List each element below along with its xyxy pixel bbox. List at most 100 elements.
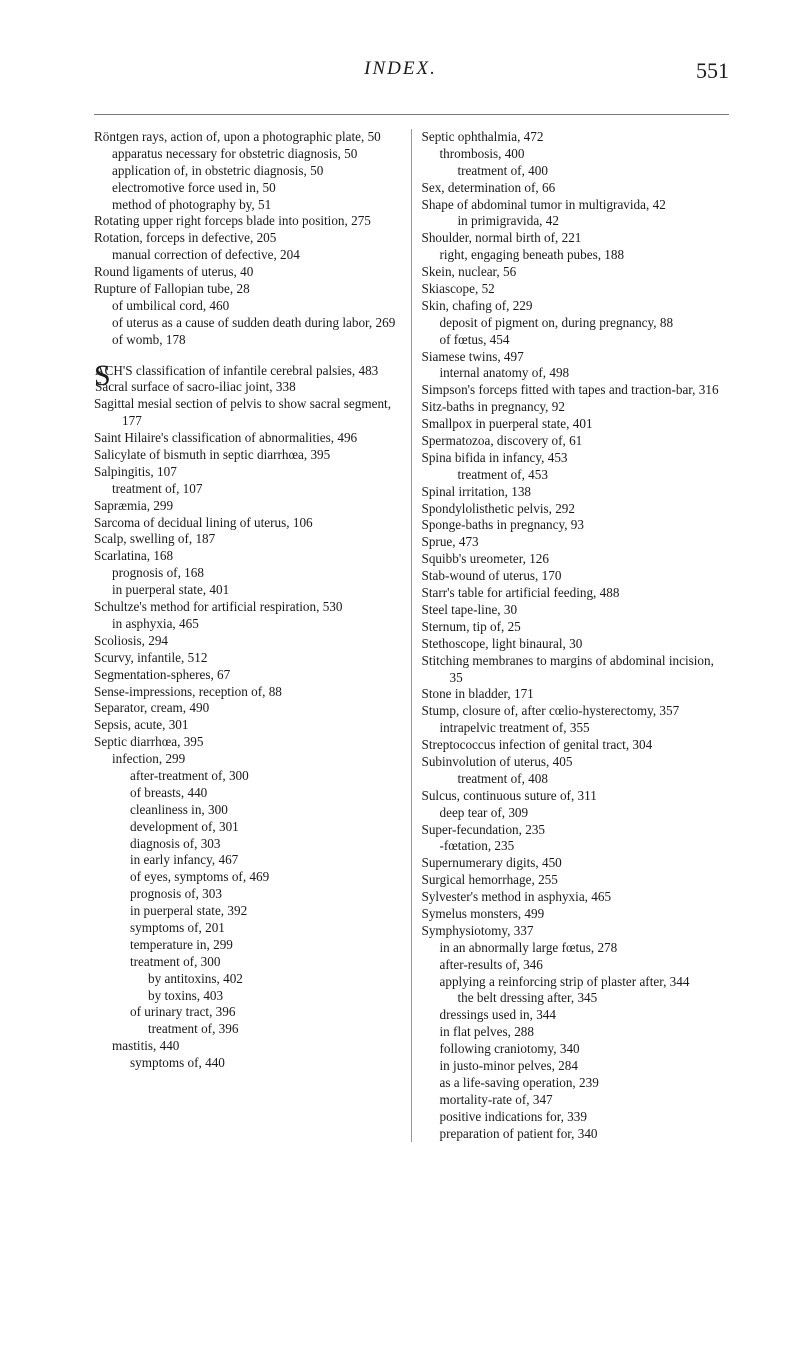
index-entry: Salicylate of bismuth in septic diarrhœa… bbox=[94, 447, 401, 464]
index-entry: Sepsis, acute, 301 bbox=[94, 717, 401, 734]
index-entry: Simpson's forceps fitted with tapes and … bbox=[422, 382, 730, 399]
index-subentry: by antitoxins, 402 bbox=[94, 971, 401, 988]
index-subentry: in early infancy, 467 bbox=[94, 852, 401, 869]
index-subentry: the belt dressing after, 345 bbox=[422, 990, 730, 1007]
index-subentry: after-results of, 346 bbox=[422, 957, 730, 974]
index-subentry: apparatus necessary for obstetric diagno… bbox=[94, 146, 401, 163]
index-subentry: applying a reinforcing strip of plaster … bbox=[422, 974, 730, 991]
index-subentry: positive indications for, 339 bbox=[422, 1109, 730, 1126]
index-entry: Skein, nuclear, 56 bbox=[422, 264, 730, 281]
index-entry: Symelus monsters, 499 bbox=[422, 906, 730, 923]
index-entry: Siamese twins, 497 bbox=[422, 349, 730, 366]
index-subentry: in flat pelves, 288 bbox=[422, 1024, 730, 1041]
index-subentry: dressings used in, 344 bbox=[422, 1007, 730, 1024]
index-entry: Scarlatina, 168 bbox=[94, 548, 401, 565]
index-entry: Schultze's method for artificial respira… bbox=[94, 599, 401, 616]
header-title: INDEX. bbox=[364, 58, 437, 80]
index-entry: Sense-impressions, reception of, 88 bbox=[94, 684, 401, 701]
index-subentry: manual correction of defective, 204 bbox=[94, 247, 401, 264]
index-subentry: in puerperal state, 392 bbox=[94, 903, 401, 920]
index-subentry: thrombosis, 400 bbox=[422, 146, 730, 163]
index-subentry: deep tear of, 309 bbox=[422, 805, 730, 822]
index-entry: Shape of abdominal tumor in multigravida… bbox=[422, 197, 730, 214]
index-subentry: in justo-minor pelves, 284 bbox=[422, 1058, 730, 1075]
index-subentry: treatment of, 107 bbox=[94, 481, 401, 498]
index-subentry: mastitis, 440 bbox=[94, 1038, 401, 1055]
index-entry: Stab-wound of uterus, 170 bbox=[422, 568, 730, 585]
index-subentry: preparation of patient for, 340 bbox=[422, 1126, 730, 1143]
page: INDEX. 551 Röntgen rays, action of, upon… bbox=[0, 0, 801, 1358]
index-subentry: diagnosis of, 303 bbox=[94, 836, 401, 853]
index-entry: Sagittal mesial section of pelvis to sho… bbox=[94, 396, 401, 430]
index-entry: Scurvy, infantile, 512 bbox=[94, 650, 401, 667]
index-entry: Septic ophthalmia, 472 bbox=[422, 129, 730, 146]
index-subentry: method of photography by, 51 bbox=[94, 197, 401, 214]
index-entry: Sex, determination of, 66 bbox=[422, 180, 730, 197]
index-entry: Septic diarrhœa, 395 bbox=[94, 734, 401, 751]
index-subentry: prognosis of, 303 bbox=[94, 886, 401, 903]
index-subentry: in an abnormally large fœtus, 278 bbox=[422, 940, 730, 957]
index-subentry: as a life-saving operation, 239 bbox=[422, 1075, 730, 1092]
header-rule bbox=[94, 114, 729, 115]
index-subentry: prognosis of, 168 bbox=[94, 565, 401, 582]
index-subentry: treatment of, 400 bbox=[422, 163, 730, 180]
index-subentry: temperature in, 299 bbox=[94, 937, 401, 954]
index-subentry: of fœtus, 454 bbox=[422, 332, 730, 349]
index-entry: Scoliosis, 294 bbox=[94, 633, 401, 650]
index-entry: Spina bifida in infancy, 453 bbox=[422, 450, 730, 467]
index-entry: Saint Hilaire's classification of abnorm… bbox=[94, 430, 401, 447]
index-subentry: of eyes, symptoms of, 469 bbox=[94, 869, 401, 886]
index-subentry: treatment of, 300 bbox=[94, 954, 401, 971]
index-entry: Stitching membranes to margins of abdomi… bbox=[422, 653, 730, 687]
index-entry: Separator, cream, 490 bbox=[94, 700, 401, 717]
index-entry: Stethoscope, light binaural, 30 bbox=[422, 636, 730, 653]
index-entry: Rupture of Fallopian tube, 28 bbox=[94, 281, 401, 298]
index-entry: Sapræmia, 299 bbox=[94, 498, 401, 515]
index-subentry: intrapelvic treatment of, 355 bbox=[422, 720, 730, 737]
index-entry: Surgical hemorrhage, 255 bbox=[422, 872, 730, 889]
index-subentry: in puerperal state, 401 bbox=[94, 582, 401, 599]
index-entry: Starr's table for artificial feeding, 48… bbox=[422, 585, 730, 602]
index-entry: Stump, closure of, after cœlio-hysterect… bbox=[422, 703, 730, 720]
index-entry: Stone in bladder, 171 bbox=[422, 686, 730, 703]
index-entry-text: ACH'S classification of infantile cerebr… bbox=[95, 363, 378, 378]
right-column: Septic ophthalmia, 472 thrombosis, 400 t… bbox=[412, 129, 730, 1142]
index-entry: Spinal irritation, 138 bbox=[422, 484, 730, 501]
index-entry: Rotation, forceps in defective, 205 bbox=[94, 230, 401, 247]
index-subentry: in asphyxia, 465 bbox=[94, 616, 401, 633]
index-entry: Segmentation-spheres, 67 bbox=[94, 667, 401, 684]
index-entry: Rotating upper right forceps blade into … bbox=[94, 213, 401, 230]
index-entry: Sulcus, continuous suture of, 311 bbox=[422, 788, 730, 805]
index-entry: Skiascope, 52 bbox=[422, 281, 730, 298]
left-column: Röntgen rays, action of, upon a photogra… bbox=[94, 129, 412, 1142]
index-subentry: application of, in obstetric diagnosis, … bbox=[94, 163, 401, 180]
index-subentry: mortality-rate of, 347 bbox=[422, 1092, 730, 1109]
index-subentry: -fœtation, 235 bbox=[422, 838, 730, 855]
index-entry: Röntgen rays, action of, upon a photogra… bbox=[94, 129, 401, 146]
index-subentry: electromotive force used in, 50 bbox=[94, 180, 401, 197]
columns: Röntgen rays, action of, upon a photogra… bbox=[94, 129, 729, 1142]
index-subentry: in primigravida, 42 bbox=[422, 213, 730, 230]
index-subentry: of urinary tract, 396 bbox=[94, 1004, 401, 1021]
index-entry: Round ligaments of uterus, 40 bbox=[94, 264, 401, 281]
index-subentry: of uterus as a cause of sudden death dur… bbox=[94, 315, 401, 332]
page-number: 551 bbox=[696, 58, 729, 84]
index-entry: Spondylolisthetic pelvis, 292 bbox=[422, 501, 730, 518]
index-subentry: treatment of, 396 bbox=[94, 1021, 401, 1038]
index-entry: Supernumerary digits, 450 bbox=[422, 855, 730, 872]
index-subentry: right, engaging beneath pubes, 188 bbox=[422, 247, 730, 264]
index-entry: Subinvolution of uterus, 405 bbox=[422, 754, 730, 771]
index-entry: Steel tape-line, 30 bbox=[422, 602, 730, 619]
index-entry: Skin, chafing of, 229 bbox=[422, 298, 730, 315]
index-subentry: symptoms of, 201 bbox=[94, 920, 401, 937]
index-entry: Salpingitis, 107 bbox=[94, 464, 401, 481]
index-entry: Squibb's ureometer, 126 bbox=[422, 551, 730, 568]
index-subentry: after-treatment of, 300 bbox=[94, 768, 401, 785]
index-subentry: by toxins, 403 bbox=[94, 988, 401, 1005]
index-entry: Streptococcus infection of genital tract… bbox=[422, 737, 730, 754]
index-entry: Sylvester's method in asphyxia, 465 bbox=[422, 889, 730, 906]
index-subentry: treatment of, 408 bbox=[422, 771, 730, 788]
index-entry: Sarcoma of decidual lining of uterus, 10… bbox=[94, 515, 401, 532]
section-gap bbox=[94, 349, 401, 363]
index-entry: Scalp, swelling of, 187 bbox=[94, 531, 401, 548]
